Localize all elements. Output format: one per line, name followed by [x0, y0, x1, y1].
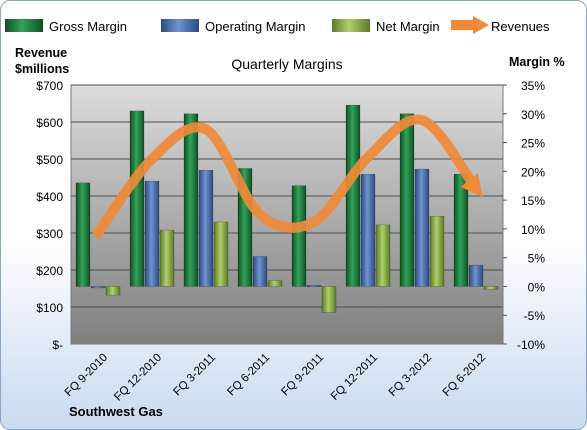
right-tick-label: 20% [521, 165, 545, 179]
revenue-point [313, 221, 315, 223]
net-margin-bar [159, 229, 175, 287]
left-tick-label: $100 [36, 301, 63, 315]
gross-margin-bar [345, 104, 361, 287]
left-axis-title-line2: $millions [15, 62, 69, 76]
revenue-point [205, 128, 207, 130]
operating-margin-bar [90, 286, 106, 289]
revenue-point [151, 158, 153, 160]
net-margin-bar [267, 280, 283, 287]
revenue-point [475, 188, 477, 190]
net-margin-bar [483, 286, 499, 290]
revenue-point [421, 119, 423, 121]
operating-margin-bar [198, 169, 214, 287]
left-tick-label: $700 [36, 79, 63, 93]
company-name: Southwest Gas [69, 404, 163, 419]
category-label: FQ 12-2010 [112, 352, 164, 404]
legend-swatch-operating-margin [161, 19, 199, 32]
gross-margin-bar [399, 113, 415, 287]
bars [75, 104, 499, 313]
category-labels: FQ 9-2010 FQ 12-2010 FQ 3-2011 FQ 6-2011 FQ … [63, 352, 488, 404]
gross-margin-bar [75, 182, 91, 287]
legend-label-gross-margin: Gross Margin [49, 19, 127, 34]
category-label: FQ 9-2010 [63, 352, 110, 399]
right-tick-label: 5% [528, 252, 546, 266]
right-tick-label: 35% [521, 79, 545, 93]
gross-margin-bar [291, 185, 307, 287]
left-tick-label: $500 [36, 153, 63, 167]
gross-margin-bar [183, 113, 199, 287]
right-tick-label: 0% [528, 280, 546, 294]
left-axis-ticks: $- $100 $200 $300 $400 $500 $600 $700 [36, 79, 63, 352]
operating-margin-bar [306, 285, 322, 288]
left-tick-label: $600 [36, 116, 63, 130]
left-tick-label: $300 [36, 227, 63, 241]
right-tick-label: 15% [521, 194, 545, 208]
category-label: FQ 12-2011 [329, 352, 380, 403]
chart-title: Quarterly Margins [231, 56, 342, 72]
legend-label-net-margin: Net Margin [376, 19, 440, 34]
right-tick-label: 25% [521, 137, 545, 151]
category-label: FQ 9-2011 [279, 352, 326, 399]
category-label: FQ 3-2012 [387, 352, 434, 399]
revenue-point [259, 214, 261, 215]
revenue-point [97, 232, 99, 234]
operating-margin-bar [414, 168, 430, 287]
operating-margin-bar [468, 264, 484, 287]
net-margin-bar [105, 286, 121, 296]
category-label: FQ 3-2011 [171, 352, 218, 399]
net-margin-bar [321, 286, 337, 313]
operating-margin-bar [360, 173, 376, 287]
right-tick-label: 10% [521, 223, 545, 237]
net-margin-bar [213, 221, 229, 287]
legend-revenues-arrowhead [473, 16, 489, 34]
left-axis-title-line1: Revenue [15, 46, 67, 60]
left-tick-label: $200 [36, 264, 63, 278]
category-label: FQ 6-2012 [441, 352, 488, 399]
operating-margin-bar [252, 256, 268, 287]
legend: Gross Margin Operating Margin Net Margin… [5, 16, 550, 34]
right-tick-label: -5% [524, 309, 546, 323]
legend-label-operating-margin: Operating Margin [205, 19, 305, 34]
right-tick-label: -10% [517, 338, 545, 352]
right-tick-label: 30% [521, 108, 545, 122]
legend-swatch-net-margin [332, 19, 370, 32]
gross-margin-bar [129, 110, 145, 287]
revenue-point [367, 156, 369, 158]
operating-margin-bar [144, 180, 160, 287]
revenue-series-line [93, 114, 483, 238]
category-label: FQ 6-2011 [225, 352, 272, 399]
right-axis-ticks: -10% -5% 0% 5% 10% 15% 20% 25% 30% 35% [503, 79, 545, 352]
left-tick-label: $- [52, 338, 63, 352]
gross-margin-bar [453, 173, 469, 287]
net-margin-bar [429, 215, 445, 287]
legend-label-revenues: Revenues [491, 19, 550, 34]
legend-swatch-gross-margin [5, 19, 43, 32]
net-margin-bar [375, 224, 391, 287]
right-axis-title: Margin % [509, 55, 565, 69]
revenue-line [93, 114, 483, 238]
left-tick-label: $400 [36, 190, 63, 204]
